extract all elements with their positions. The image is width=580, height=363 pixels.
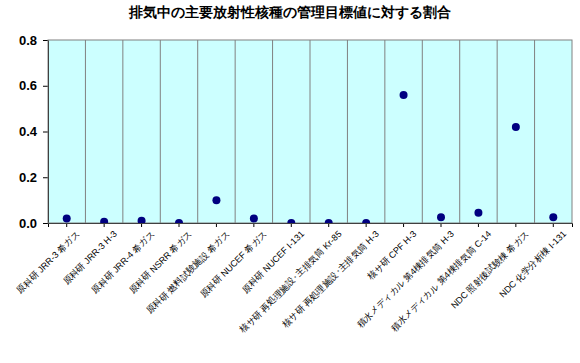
x-tick: 原科研 燃料試験施設 希ガス <box>144 223 231 316</box>
category-separator <box>384 40 385 223</box>
y-axis: 0.0 0.2 0.4 0.6 0.8 <box>19 33 49 231</box>
data-point <box>512 123 520 131</box>
y-tick: 0.2 <box>19 170 48 185</box>
title: 排気中の主要放射性核種の管理目標値に対する割合 <box>128 4 451 20</box>
data-point <box>63 214 71 222</box>
x-tick-mark <box>403 223 404 227</box>
data-point <box>175 219 183 223</box>
x-tick-mark <box>478 223 479 227</box>
x-tick: 原科研 NSRR 希ガス <box>127 223 194 296</box>
x-axis: 原科研 JRR-3 希ガス原科研 JRR-3 H-3原科研 JRR-4 希ガス原… <box>15 223 573 336</box>
data-point <box>212 196 220 204</box>
y-tick: 0.8 <box>19 33 48 48</box>
category-separator <box>347 40 348 223</box>
data-point <box>100 218 108 223</box>
y-tick-mark <box>43 177 48 178</box>
x-tick-label: NDC 化学分析棟 I-131 <box>497 229 568 300</box>
data-point <box>362 219 370 223</box>
category-separator <box>497 40 498 223</box>
x-tick-mark <box>104 223 105 227</box>
x-tick-label: 原科研 JRR-4 希ガス <box>90 229 157 296</box>
x-tick-mark <box>291 223 292 227</box>
x-tick-label: 原科研 NUCEF 希ガス <box>198 229 269 300</box>
y-tick-mark <box>43 40 48 41</box>
category-separator <box>422 40 423 223</box>
x-tick: NDC 化学分析棟 I-131 <box>497 223 568 300</box>
y-tick: 0.4 <box>19 124 48 139</box>
data-point <box>250 214 258 222</box>
category-separator <box>534 40 535 223</box>
y-tick: 0.6 <box>19 78 48 93</box>
x-tick-mark <box>179 223 180 227</box>
x-tick-mark <box>553 223 554 227</box>
x-axis-line <box>49 224 573 228</box>
y-tick: 0.0 <box>19 216 48 231</box>
x-tick-mark <box>515 223 516 227</box>
x-tick-mark <box>66 223 67 227</box>
x-tick: 原科研 JRR-4 希ガス <box>90 223 157 296</box>
data-point <box>549 213 557 221</box>
x-tick-label: 原科研 JRR-3 希ガス <box>15 229 82 296</box>
plot-background <box>48 40 572 223</box>
x-tick-mark <box>441 223 442 227</box>
x-tick: 原科研 NUCEF 希ガス <box>198 223 269 300</box>
x-tick-mark <box>141 223 142 227</box>
x-tick-mark <box>366 223 367 227</box>
x-tick-label: 原科研 NUCEF I-131 <box>240 229 306 295</box>
data-point <box>400 91 408 99</box>
y-tick-label: 0.4 <box>19 124 38 139</box>
category-separator <box>197 40 198 223</box>
y-tick-mark <box>43 132 48 133</box>
x-tick-mark <box>216 223 217 227</box>
category-separator <box>310 40 311 223</box>
x-tick-mark <box>328 223 329 227</box>
category-separator <box>459 40 460 223</box>
y-tick-mark <box>43 223 48 224</box>
category-separator <box>235 40 236 223</box>
y-tick-label: 0.2 <box>19 170 37 185</box>
data-point <box>325 219 333 223</box>
x-tick-mark <box>253 223 254 227</box>
y-tick-label: 0.0 <box>19 216 37 231</box>
x-tick-label: NDC 照射後試験棟 希ガス <box>449 229 531 311</box>
x-tick: 原科研 JRR-3 希ガス <box>15 223 82 296</box>
x-tick: NDC 照射後試験棟 希ガス <box>449 223 531 310</box>
x-tick-label: 原科研 NSRR 希ガス <box>127 229 194 296</box>
data-point <box>474 209 482 217</box>
x-tick: 原科研 NUCEF I-131 <box>240 223 306 295</box>
y-tick-mark <box>43 86 48 87</box>
category-separator <box>85 40 86 223</box>
plot-frame <box>48 40 572 223</box>
category-separator <box>272 40 273 223</box>
category-separator <box>122 40 123 223</box>
data-point <box>287 219 295 223</box>
y-tick-label: 0.6 <box>19 78 37 93</box>
data-point <box>138 217 146 223</box>
chart: 排気中の主要放射性核種の管理目標値に対する割合 0.0 0.2 0.4 0.6 0.8 原科… <box>0 0 580 363</box>
data-point <box>437 213 445 221</box>
marks <box>63 91 558 223</box>
category-separator <box>160 40 161 223</box>
y-tick-label: 0.8 <box>19 33 37 48</box>
